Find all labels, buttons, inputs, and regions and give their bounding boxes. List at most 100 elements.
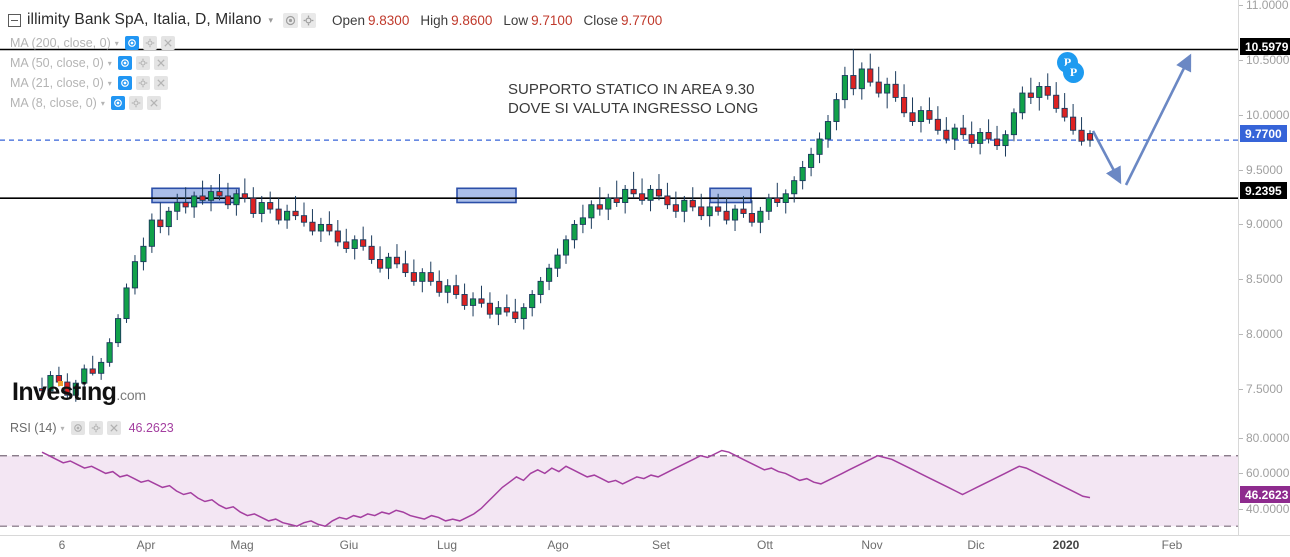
candle-body (402, 263, 409, 274)
gear-icon[interactable] (135, 56, 150, 70)
price-axis-badge[interactable]: 10.5979 (1240, 38, 1290, 55)
ma-legend-label: MA (21, close, 0) (10, 76, 104, 90)
chevron-down-icon[interactable]: ▾ (107, 78, 112, 88)
candle-body (520, 307, 527, 320)
close-icon[interactable] (153, 76, 168, 90)
price-axis-badge[interactable]: 9.7700 (1240, 125, 1287, 142)
gear-icon[interactable] (88, 421, 103, 435)
candle-body (960, 127, 967, 136)
candle-body (89, 368, 96, 374)
candle-body (579, 217, 586, 225)
gear-icon[interactable] (142, 36, 157, 50)
candle-body (267, 202, 274, 210)
candle-body (38, 388, 46, 392)
candle-body (207, 191, 215, 201)
price-axis-tick: 9.0000 (1246, 217, 1283, 232)
eye-icon[interactable] (110, 96, 125, 110)
candle-body (140, 245, 147, 263)
time-axis-tick: Set (651, 538, 671, 552)
close-icon[interactable] (106, 421, 121, 435)
eye-icon[interactable] (117, 76, 132, 90)
time-axis[interactable]: 6 Apr Mag Giu Lug Ago Set Ott Nov Dic 2020 Feb (0, 535, 1290, 557)
chevron-down-icon[interactable]: ▾ (60, 423, 65, 433)
time-axis-tick: Ott (756, 538, 774, 552)
candle-body (715, 206, 722, 212)
eye-icon[interactable] (70, 421, 85, 435)
candle-body (765, 197, 772, 212)
chevron-down-icon[interactable]: ▾ (268, 14, 273, 25)
chevron-down-icon[interactable]: ▾ (100, 98, 105, 108)
candle-body (884, 83, 891, 94)
rsi-axis-badge[interactable]: 46.2623 (1240, 486, 1290, 503)
price-chart-pane[interactable] (0, 0, 1238, 416)
candle-body (1053, 94, 1060, 109)
candle-body (900, 96, 908, 114)
price-axis-tick: 8.0000 (1246, 326, 1283, 341)
candle-body (300, 215, 308, 223)
ohlc-item-close: Close 9.7700 (583, 13, 662, 28)
chevron-down-icon[interactable]: ▾ (107, 58, 112, 68)
eye-icon[interactable] (124, 36, 139, 50)
marker-badge-p-2[interactable]: P (1063, 62, 1084, 83)
candle-body (774, 197, 781, 203)
annotation-line-2: DOVE SI VALUTA INGRESSO LONG (508, 100, 759, 117)
watermark-dot-icon (58, 381, 63, 386)
eye-icon[interactable] (117, 56, 132, 70)
candle-body (875, 81, 882, 94)
candle-body (495, 307, 502, 315)
ohlc-value: 9.8600 (451, 12, 493, 28)
price-axis-badge[interactable]: 9.2395 (1240, 182, 1287, 199)
candle-body (1061, 107, 1068, 118)
gear-icon[interactable] (128, 96, 143, 110)
gear-icon[interactable] (135, 76, 150, 90)
candle-body (1044, 86, 1051, 96)
ohlc-label: Open (332, 12, 366, 28)
candle-body (934, 118, 941, 131)
ohlc-value: 9.7100 (531, 12, 573, 28)
investing-watermark: Investing .com (12, 378, 146, 407)
ma-indicator-legend: MA (200, close, 0) ▾ MA (50, close, 0) ▾ MA … (10, 33, 175, 113)
candle-body (630, 188, 637, 195)
ohlc-readout: Open 9.8300 High 9.8600 Low 9.7100 Close 9.7700 (332, 13, 662, 28)
rsi-chart-pane[interactable] (0, 417, 1238, 535)
ma-legend-label: MA (50, close, 0) (10, 56, 104, 70)
eye-icon[interactable] (283, 12, 298, 28)
candle-body (537, 280, 544, 295)
candle-body (731, 208, 739, 221)
candle-body (740, 208, 747, 214)
price-axis[interactable]: 11.0000 10.5000 10.0000 9.5000 9.0000 8.5000 8… (1238, 0, 1290, 535)
candle-body (241, 193, 248, 199)
time-axis-tick: Feb (1161, 538, 1183, 552)
time-axis-tick: 6 (58, 538, 66, 552)
candle-body (182, 202, 189, 208)
price-axis-tickmark (1238, 279, 1243, 281)
rsi-indicator-legend: RSI (14) ▾ 46.2623 (10, 421, 174, 435)
candle-body (562, 239, 570, 256)
price-axis-tickmark (1238, 60, 1243, 62)
close-icon[interactable] (146, 96, 161, 110)
candle-body (427, 272, 434, 282)
candle-body (486, 302, 494, 315)
chevron-down-icon[interactable]: ▾ (114, 38, 119, 48)
candle-body (909, 112, 916, 122)
candle-body (191, 195, 198, 208)
candle-body (81, 368, 88, 384)
price-axis-tick: 8.5000 (1246, 272, 1283, 287)
candle-body (512, 311, 519, 320)
minus-box-icon[interactable] (8, 13, 21, 27)
candle-body (1010, 112, 1018, 136)
time-axis-tick: Mag (230, 538, 254, 552)
candle-body (47, 375, 54, 392)
gear-icon[interactable] (301, 12, 316, 28)
candle-body (757, 210, 764, 223)
candle-body (841, 75, 848, 101)
close-icon[interactable] (160, 36, 175, 50)
candle-body (106, 342, 113, 363)
time-axis-tick: Giu (339, 538, 359, 552)
candle-body (284, 210, 291, 221)
projection-arrow-up (1124, 53, 1192, 186)
close-icon[interactable] (153, 56, 168, 70)
candle-body (529, 294, 536, 309)
candle-body (368, 245, 375, 260)
time-axis-tick: Dic (967, 538, 985, 552)
